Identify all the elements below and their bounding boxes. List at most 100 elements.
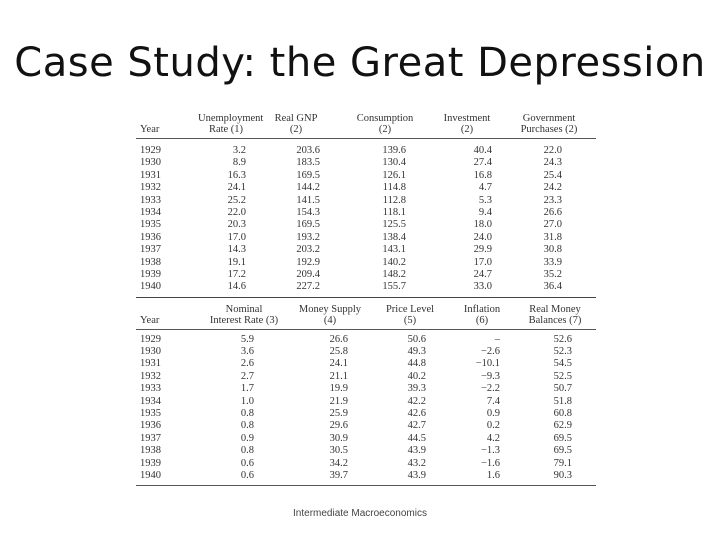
table-cell: 19.1 <box>227 256 246 268</box>
table-cell: 1937 <box>140 432 161 444</box>
table-cell: 44.8 <box>407 358 426 370</box>
table-cell: 16.8 <box>473 169 492 181</box>
table-cell: 1929 <box>140 145 161 156</box>
table-cell: 183.5 <box>296 157 320 169</box>
table-cell: 34.2 <box>329 457 348 469</box>
table-cell: 42.2 <box>407 395 426 407</box>
table-cell: 2.7 <box>240 370 254 382</box>
table-row: 1939 17.2 209.4 148.2 24.7 35.2 <box>136 269 596 281</box>
table1-header: Year Unemployment Rate (1) Real GNP (2) Con… <box>136 107 596 135</box>
table-cell: 0.9 <box>240 432 254 444</box>
table-cell: −1.6 <box>480 457 500 469</box>
table-cell: 24.1 <box>227 182 246 194</box>
table-cell: 29.6 <box>329 420 348 432</box>
table-cell: 25.4 <box>543 169 562 181</box>
table-cell: 1933 <box>140 194 161 206</box>
table2-header: Year Nominal Interest Rate (3) Money Suppl… <box>136 298 596 326</box>
table-cell: 4.7 <box>478 182 492 194</box>
table-cell: 114.8 <box>382 182 406 194</box>
table1-column-header: Unemployment Rate (1) <box>198 113 264 135</box>
table-cell: 25.2 <box>227 194 246 206</box>
table-row: 1940 14.6 227.2 155.7 33.0 36.4 <box>136 281 596 293</box>
table-cell: 5.9 <box>240 333 254 345</box>
table-cell: 42.7 <box>407 420 426 432</box>
table-cell: 118.1 <box>382 206 406 218</box>
table-cell: 24.2 <box>543 182 562 194</box>
table-row: 1934 22.0 154.3 118.1 9.4 26.6 <box>136 207 596 219</box>
table-cell: 52.3 <box>553 346 572 358</box>
table-cell: 1933 <box>140 383 161 395</box>
table-cell: 20.3 <box>227 219 246 231</box>
table-cell: 1934 <box>140 395 161 407</box>
table-cell: 21.9 <box>329 395 348 407</box>
table-cell: 25.8 <box>329 346 348 358</box>
table-cell: 1937 <box>140 244 161 256</box>
table-cell: 2.6 <box>240 358 254 370</box>
table-cell: 1936 <box>140 420 161 432</box>
table-cell: 30.9 <box>329 432 348 444</box>
table-cell: 143.1 <box>382 244 406 256</box>
table-cell: 25.9 <box>329 408 348 420</box>
table-cell: 44.5 <box>407 432 426 444</box>
table-cell: 1.7 <box>240 383 254 395</box>
table-cell: 27.0 <box>543 219 562 231</box>
table-cell: 203.6 <box>296 145 320 156</box>
table-row: 1929 3.2 203.6 139.6 40.4 22.0 <box>136 145 596 157</box>
table-cell: 1940 <box>140 469 161 481</box>
table-cell: 27.4 <box>473 157 492 169</box>
table-cell: 62.9 <box>553 420 572 432</box>
table-row: 1930 3.6 25.8 49.3 −2.6 52.3 <box>136 346 596 358</box>
table-row: 1938 0.8 30.5 43.9 −1.3 69.5 <box>136 445 596 457</box>
table-cell: 1938 <box>140 256 161 268</box>
table-cell: 169.5 <box>296 219 320 231</box>
table-cell: 0.6 <box>240 457 254 469</box>
table-row: 1937 14.3 203.2 143.1 29.9 30.8 <box>136 244 596 256</box>
table-cell: 52.6 <box>553 333 572 345</box>
table-row: 1935 0.8 25.9 42.6 0.9 60.8 <box>136 408 596 420</box>
table-cell: 16.3 <box>227 169 246 181</box>
table1-column-header: Investment (2) <box>443 113 491 135</box>
table-cell: 33.0 <box>473 281 492 293</box>
table-cell: 169.5 <box>296 169 320 181</box>
table-row: 1938 19.1 192.9 140.2 17.0 33.9 <box>136 257 596 269</box>
table-cell: 30.8 <box>543 244 562 256</box>
table2-column-header: Nominal Interest Rate (3) <box>209 303 279 326</box>
data-table: Year Unemployment Rate (1) Real GNP (2) Con… <box>136 107 596 487</box>
table-row: 1932 2.7 21.1 40.2 −9.3 52.5 <box>136 371 596 383</box>
table-cell: 29.9 <box>473 244 492 256</box>
table-cell: 1930 <box>140 346 161 358</box>
table-cell: 0.8 <box>240 420 254 432</box>
table-cell: 40.2 <box>407 370 426 382</box>
table-cell: 141.5 <box>296 194 320 206</box>
table-cell: 1935 <box>140 408 161 420</box>
table-cell: 0.8 <box>240 445 254 457</box>
table-cell: – <box>494 333 500 345</box>
table-cell: 24.7 <box>473 268 492 280</box>
table-cell: 144.2 <box>296 182 320 194</box>
table-cell: 69.5 <box>553 432 572 444</box>
table-cell: 3.6 <box>240 346 254 358</box>
table-cell: 4.2 <box>486 432 500 444</box>
table-cell: 8.9 <box>232 157 246 169</box>
table1-body: 1929 3.2 203.6 139.6 40.4 22.0 1930 8.9 183.5 130… <box>136 145 596 294</box>
table-cell: 140.2 <box>382 256 406 268</box>
table-cell: 24.1 <box>329 358 348 370</box>
table-cell: 130.4 <box>382 157 406 169</box>
table-cell: 52.5 <box>553 370 572 382</box>
table-row: 1940 0.6 39.7 43.9 1.6 90.3 <box>136 470 596 482</box>
table-cell: 1940 <box>140 281 161 293</box>
table-row: 1939 0.6 34.2 43.2 −1.6 79.1 <box>136 458 596 470</box>
table-cell: 24.3 <box>543 157 562 169</box>
table-cell: 148.2 <box>382 268 406 280</box>
table-cell: 9.4 <box>478 206 492 218</box>
table-cell: 22.0 <box>543 145 562 156</box>
footer-text: Intermediate Macroeconomics <box>293 508 427 519</box>
table-cell: 23.3 <box>543 194 562 206</box>
table-cell: −10.1 <box>475 358 500 370</box>
table-cell: 0.6 <box>240 469 254 481</box>
table-row: 1933 1.7 19.9 39.3 −2.2 50.7 <box>136 383 596 395</box>
table-cell: 26.6 <box>329 333 348 345</box>
table-cell: 79.1 <box>553 457 572 469</box>
table-cell: 0.8 <box>240 408 254 420</box>
table-row: 1936 0.8 29.6 42.7 0.2 62.9 <box>136 420 596 432</box>
